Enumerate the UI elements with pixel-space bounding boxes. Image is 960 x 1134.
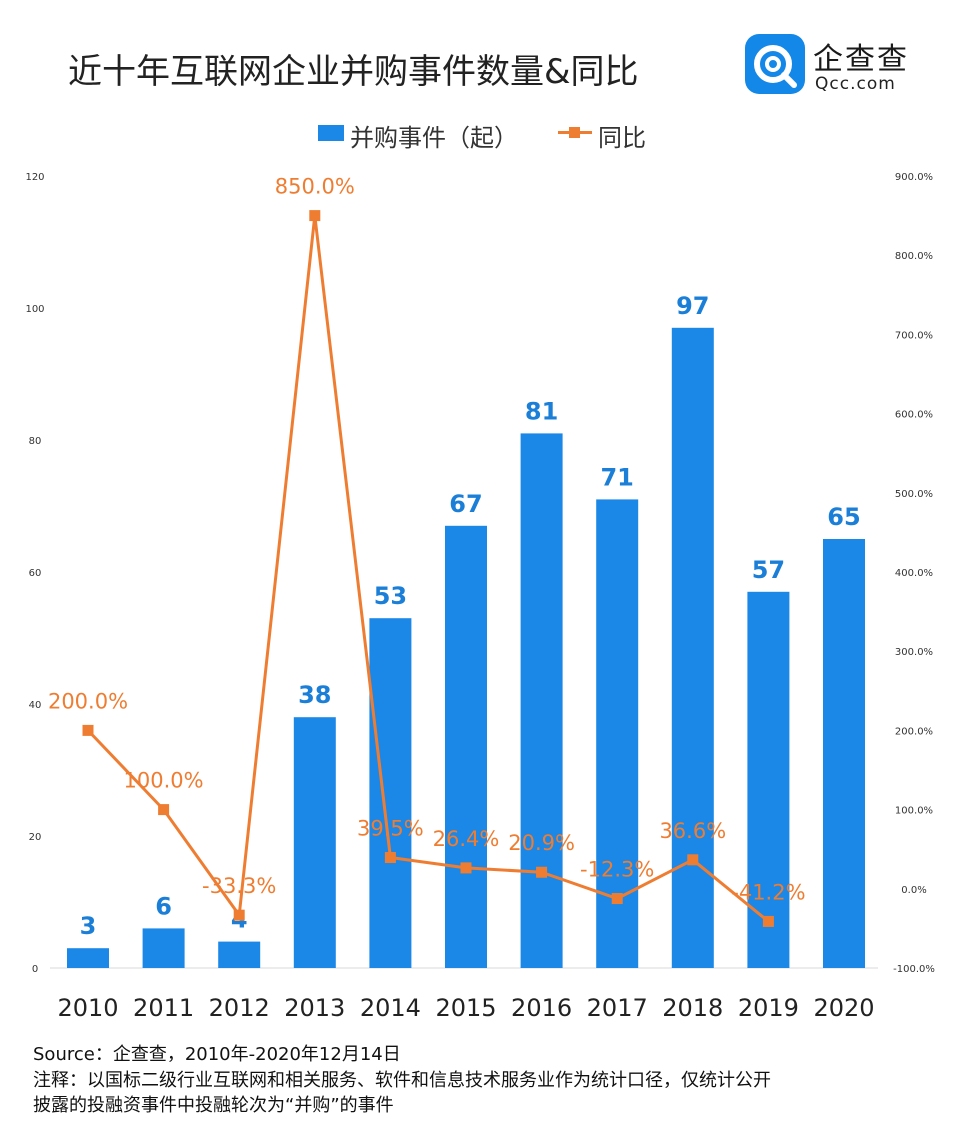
yoy-label-2019: -41.2% xyxy=(731,880,805,904)
legend-bar-label: 并购事件（起） xyxy=(350,124,518,152)
bar-2011 xyxy=(142,928,185,968)
yoy-label-2011: 100.0% xyxy=(124,769,204,793)
note-line-1: 注释：以国标二级行业互联网和相关服务、软件和信息技术服务业作为统计口径，仅统计公… xyxy=(33,1070,771,1091)
yoy-line xyxy=(86,214,770,923)
bar-2012 xyxy=(218,941,261,968)
left-axis-tick: 0 xyxy=(32,964,38,975)
bar-2013 xyxy=(293,717,336,968)
yoy-label-2010: 200.0% xyxy=(48,689,128,713)
left-axis-tick: 80 xyxy=(29,436,42,447)
bar-2010 xyxy=(67,948,109,968)
left-axis-tick: 120 xyxy=(25,172,44,183)
x-tick-2011: 2011 xyxy=(133,994,194,1022)
yoy-label-2013: 850.0% xyxy=(275,175,355,199)
bar-2020 xyxy=(823,539,865,968)
yoy-marker-2014 xyxy=(384,852,396,864)
right-axis-tick: 100.0% xyxy=(895,806,933,817)
logo-text-en: Qcc.com xyxy=(815,74,896,94)
qcc-logo-icon xyxy=(745,34,805,94)
right-axis-tick: 700.0% xyxy=(895,330,933,341)
legend-line-label: 同比 xyxy=(598,124,646,152)
x-tick-2020: 2020 xyxy=(813,994,874,1022)
bar-2019 xyxy=(747,591,790,968)
bar-label-2015: 67 xyxy=(449,490,482,518)
x-tick-2017: 2017 xyxy=(587,994,648,1022)
left-axis-tick: 100 xyxy=(25,304,44,315)
x-tick-2018: 2018 xyxy=(662,994,723,1022)
bar-label-2016: 81 xyxy=(525,397,558,425)
right-axis-tick: 200.0% xyxy=(895,726,933,737)
yoy-marker-2016 xyxy=(536,866,548,878)
bar-label-2020: 65 xyxy=(827,503,860,531)
x-tick-2013: 2013 xyxy=(284,994,345,1022)
x-tick-2015: 2015 xyxy=(435,994,496,1022)
yoy-label-2018: 36.6% xyxy=(659,819,726,843)
left-axis-tick: 40 xyxy=(29,700,42,711)
bar-label-2014: 53 xyxy=(374,582,407,610)
bar-label-2019: 57 xyxy=(752,556,785,584)
bar-label-2010: 3 xyxy=(80,912,97,940)
source-text: Source：企查查，2010年-2020年12月14日 xyxy=(33,1044,401,1065)
right-axis-tick: 0.0% xyxy=(901,885,926,896)
bar-2014 xyxy=(369,618,412,968)
bar-label-2018: 97 xyxy=(676,292,709,320)
yoy-label-2016: 20.9% xyxy=(508,831,575,855)
x-tick-2012: 2012 xyxy=(209,994,270,1022)
left-axis-tick: 20 xyxy=(29,832,42,843)
qcc-logo: 企查查 Qcc.com xyxy=(745,34,935,98)
x-tick-2014: 2014 xyxy=(360,994,421,1022)
right-axis-tick: 500.0% xyxy=(895,489,933,500)
yoy-label-2012: -33.3% xyxy=(202,874,276,898)
yoy-label-2017: -12.3% xyxy=(580,858,654,882)
right-axis-tick: 300.0% xyxy=(895,647,933,658)
bar-2015 xyxy=(445,525,487,968)
yoy-marker-2011 xyxy=(158,804,170,816)
yoy-marker-2019 xyxy=(762,915,774,927)
yoy-marker-2015 xyxy=(460,862,472,874)
legend-line-marker xyxy=(569,127,580,138)
bar-label-2011: 6 xyxy=(155,892,172,920)
chart-title: 近十年互联网企业并购事件数量&同比 xyxy=(68,52,639,92)
right-axis-tick: 600.0% xyxy=(895,410,933,421)
right-axis-tick: 900.0% xyxy=(895,172,933,183)
yoy-label-2015: 26.4% xyxy=(433,827,500,851)
bar-2016 xyxy=(520,433,563,968)
yoy-marker-2018 xyxy=(687,854,699,866)
yoy-marker-2012 xyxy=(233,909,245,921)
note-line-2: 披露的投融资事件中投融轮次为“并购”的事件 xyxy=(33,1095,394,1116)
left-axis-tick: 60 xyxy=(29,568,42,579)
x-tick-2019: 2019 xyxy=(738,994,799,1022)
right-axis-tick: -100.0% xyxy=(893,964,935,975)
right-axis-tick: 800.0% xyxy=(895,251,933,262)
yoy-marker-2017 xyxy=(611,893,623,905)
yoy-marker-2010 xyxy=(82,724,94,736)
bar-label-2017: 71 xyxy=(600,463,633,491)
yoy-label-2014: 39.5% xyxy=(357,817,424,841)
logo-text-cn: 企查查 xyxy=(813,42,909,77)
legend-bar-swatch xyxy=(318,125,344,141)
yoy-marker-2013 xyxy=(309,210,321,222)
x-tick-2016: 2016 xyxy=(511,994,572,1022)
x-tick-2010: 2010 xyxy=(57,994,118,1022)
right-axis-tick: 400.0% xyxy=(895,568,933,579)
bar-label-2013: 38 xyxy=(298,681,331,709)
